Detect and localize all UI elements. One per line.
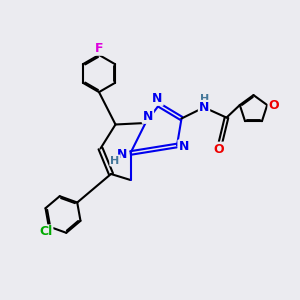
Text: N: N	[178, 140, 189, 154]
Text: N: N	[143, 110, 153, 123]
Text: Cl: Cl	[39, 225, 52, 239]
Text: N: N	[152, 92, 163, 105]
Text: F: F	[95, 42, 103, 55]
Text: N: N	[199, 101, 209, 114]
Text: O: O	[214, 142, 224, 156]
Text: H: H	[200, 94, 209, 104]
Text: N: N	[117, 148, 127, 161]
Text: O: O	[268, 99, 279, 112]
Text: H: H	[110, 155, 119, 166]
